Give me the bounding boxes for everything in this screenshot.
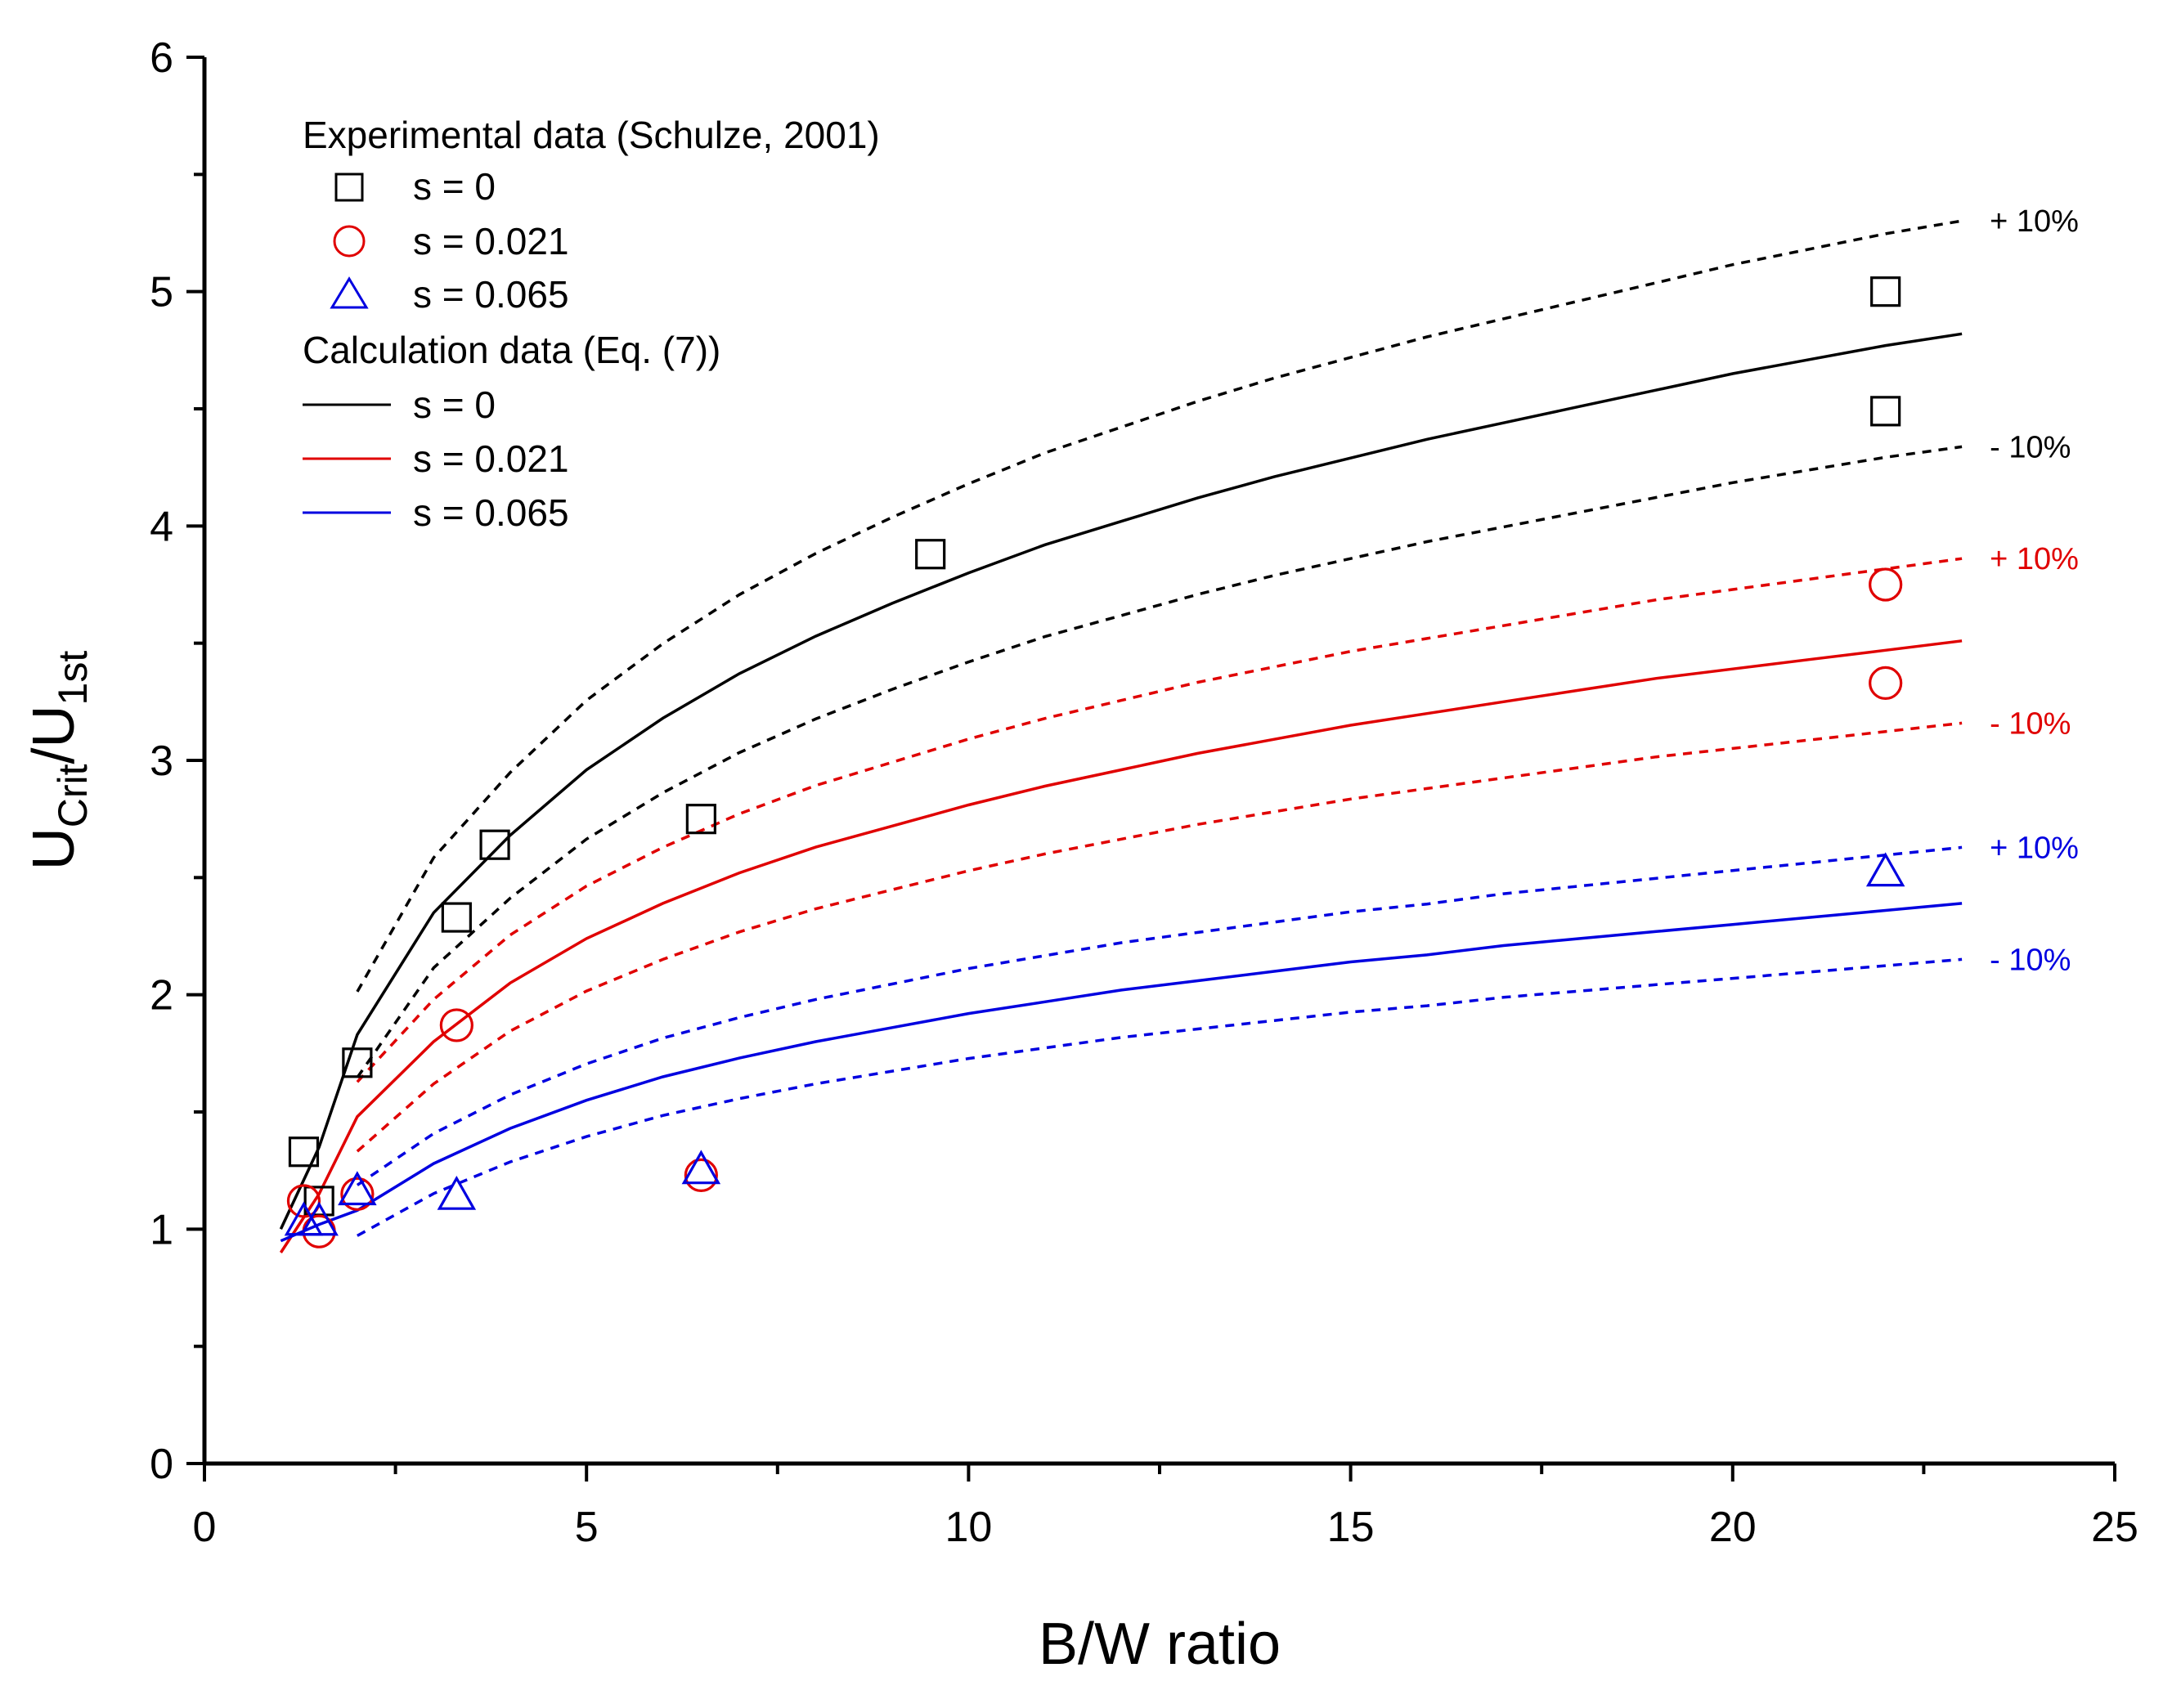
band-s0021-plus10-line: [356, 557, 1963, 1083]
calc-line-s0065: [280, 902, 1963, 1243]
point-square-s0: [915, 539, 946, 570]
point-square-s0: [342, 1047, 373, 1078]
x-tick-label: 0: [193, 1504, 217, 1551]
legend: Experimental data (Schulze, 2001) s = 0 …: [303, 114, 880, 534]
point-circle-s021: [286, 1184, 321, 1218]
y-tick-label: 5: [150, 269, 173, 316]
experimental-markers: [284, 276, 1905, 1248]
y-title-sep: /U: [21, 705, 87, 764]
y-title-main: U: [21, 827, 87, 870]
y-tick-label: 3: [150, 737, 173, 785]
point-square-s0: [1870, 396, 1901, 427]
y-tick-label: 2: [150, 972, 173, 1020]
y-tick-label: 0: [150, 1441, 173, 1488]
band-s0-minus10-label: - 10%: [1990, 430, 2071, 464]
y-title-sub-1st: 1st: [50, 651, 96, 706]
y-axis-title: UCrit/U1st: [21, 651, 96, 871]
y-tick-label: 6: [150, 34, 173, 82]
point-circle-s021: [1869, 567, 1903, 602]
band-s0065-plus10-label: + 10%: [1990, 831, 2079, 865]
x-tick-label: 10: [945, 1504, 992, 1551]
y-title-sub-crit: Crit: [50, 764, 96, 827]
x-axis-ticks: 0 5 10 15 20 25: [193, 1464, 2138, 1551]
point-square-s0: [685, 804, 716, 835]
legend-calculation-label-s065: s = 0.065: [413, 491, 569, 534]
point-circle-s021: [684, 1158, 718, 1193]
tolerance-bands: + 10% - 10% + 10% - 10% + 10% - 10%: [356, 204, 2079, 1237]
legend-calculation-label-s021: s = 0.021: [413, 437, 569, 480]
y-tick-label: 4: [150, 503, 173, 550]
point-triangle-s065: [1865, 852, 1905, 887]
y-axis-ticks: 0 1 2 3 4 5 6: [150, 34, 204, 1488]
x-tick-label: 25: [2091, 1504, 2138, 1551]
band-s0065-plus10-line: [356, 845, 1963, 1186]
x-axis-title: B/W ratio: [1039, 1612, 1281, 1677]
band-s0-minus10-line: [356, 445, 1963, 1078]
point-square-s0: [1870, 276, 1901, 307]
point-square-s0: [288, 1136, 320, 1168]
band-s0-plus10-label: + 10%: [1990, 204, 2079, 239]
point-triangle-s065: [338, 1171, 377, 1206]
point-triangle-s065: [681, 1150, 721, 1185]
y-tick-label: 1: [150, 1206, 173, 1253]
legend-calculation-label-s0: s = 0: [413, 383, 496, 426]
calc-line-s0021: [279, 639, 1963, 1253]
legend-marker-triangle: [330, 276, 369, 309]
point-circle-s021: [439, 1008, 473, 1042]
legend-marker-square: [334, 173, 364, 202]
point-triangle-s065: [299, 1201, 339, 1236]
point-triangle-s065: [437, 1175, 477, 1210]
legend-experimental-label-s021: s = 0.021: [413, 220, 569, 262]
legend-experimental-label-s065: s = 0.065: [413, 273, 569, 316]
legend-experimental-label-s0: s = 0: [413, 165, 496, 208]
x-tick-label: 20: [1709, 1504, 1757, 1551]
legend-experimental-title: Experimental data (Schulze, 2001): [303, 114, 880, 156]
point-circle-s021: [340, 1177, 375, 1211]
calc-line-s0: [279, 332, 1963, 1231]
x-tick-label: 15: [1327, 1504, 1375, 1551]
x-tick-label: 5: [575, 1504, 599, 1551]
band-s0-plus10-line: [356, 219, 1963, 993]
band-s0021-plus10-label: + 10%: [1990, 542, 2079, 576]
point-circle-s021: [1869, 666, 1903, 701]
legend-marker-circle: [333, 225, 366, 258]
point-square-s0: [441, 902, 472, 933]
point-square-s0: [479, 829, 510, 860]
calculated-curves: [279, 332, 1963, 1253]
band-s0065-minus10-label: - 10%: [1990, 943, 2071, 977]
legend-calculation-title: Calculation data (Eq. (7)): [303, 329, 720, 371]
band-s0021-minus10-label: - 10%: [1990, 706, 2071, 741]
